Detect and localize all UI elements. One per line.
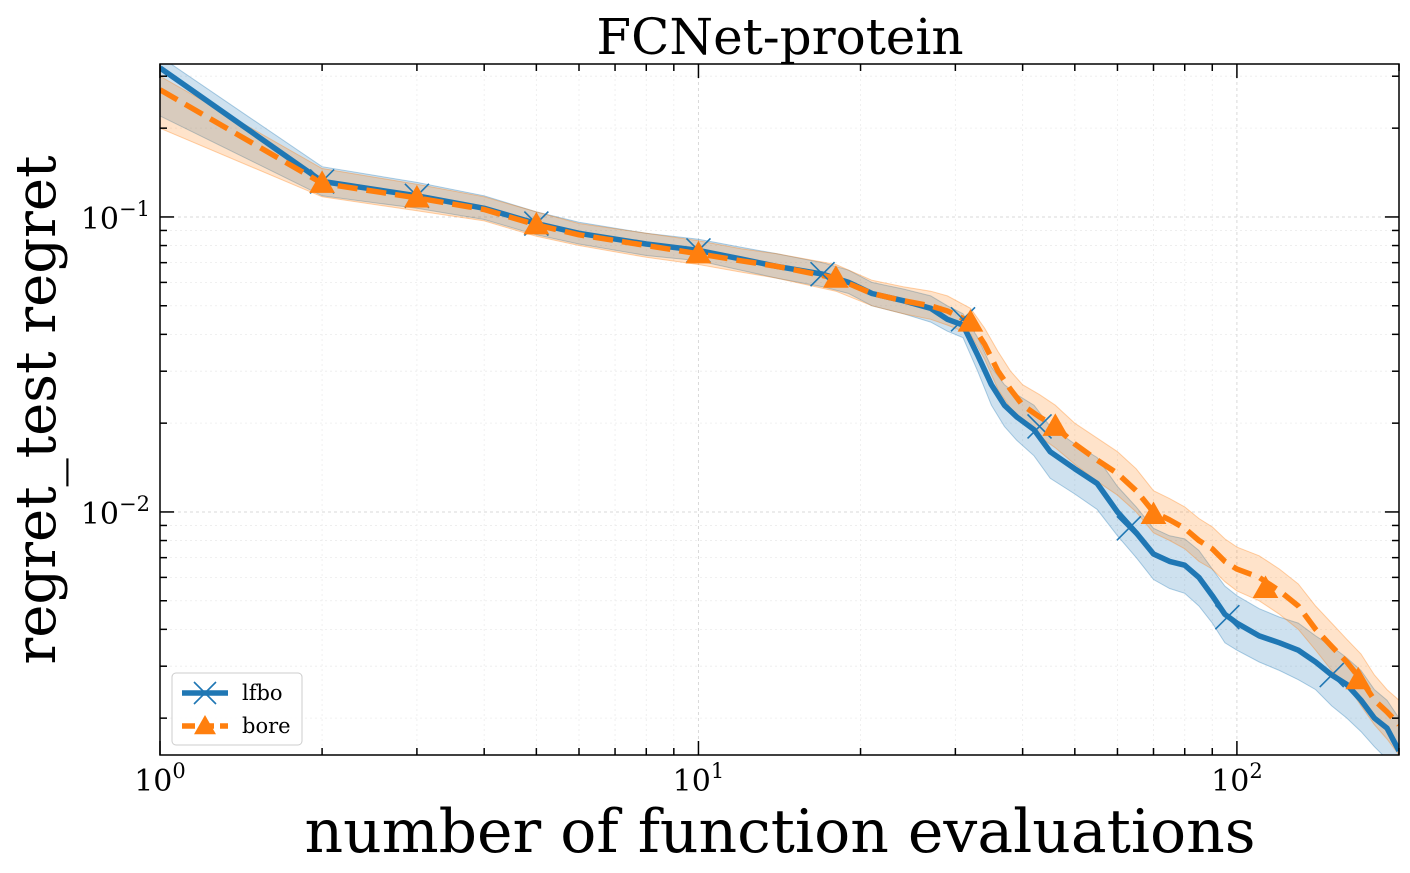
legend: lfbo bore [171, 672, 303, 746]
bore-band [160, 75, 1399, 755]
bore-marker [957, 309, 984, 332]
chart-title: FCNet-protein [596, 8, 963, 66]
bore-marker [1042, 413, 1069, 436]
bore-marker [404, 184, 430, 208]
x-axis-label: number of function evaluations [304, 797, 1255, 867]
legend-lfbo-label: lfbo [242, 681, 283, 705]
tick-labels: 100 101 102 10−1 10−2 [81, 197, 1263, 799]
bore-marker [1140, 501, 1167, 525]
plot-frame [159, 63, 1400, 756]
legend-bore-label: bore [242, 714, 291, 738]
bore-marker [1252, 575, 1279, 599]
bore-marker [309, 170, 335, 193]
lfbo-band [160, 64, 1399, 755]
y-tick-label: 10−2 [81, 492, 150, 532]
lfbo-marker [1319, 662, 1345, 688]
bore-marker [523, 211, 550, 235]
confidence-bands [160, 64, 1399, 755]
lfbo-marker [1116, 515, 1142, 541]
y-axis-label: regret_test regret [4, 155, 69, 665]
x-tick-label: 101 [673, 759, 725, 799]
bore-marker [1345, 666, 1372, 690]
major-gridlines [159, 64, 1399, 755]
bore-marker [685, 240, 712, 264]
x-tick-label: 102 [1211, 759, 1263, 799]
lfbo-line [160, 65, 1399, 753]
bore-marker [823, 265, 849, 288]
minor-gridlines [160, 64, 1400, 755]
axis-ticks [159, 64, 1400, 755]
y-tick-label: 10−1 [81, 197, 150, 237]
legend-lfbo-marker [193, 681, 217, 705]
series-markers [309, 168, 1372, 690]
lfbo-marker [1214, 604, 1240, 630]
legend-bore-marker [194, 715, 216, 735]
x-tick-label: 100 [134, 759, 186, 799]
